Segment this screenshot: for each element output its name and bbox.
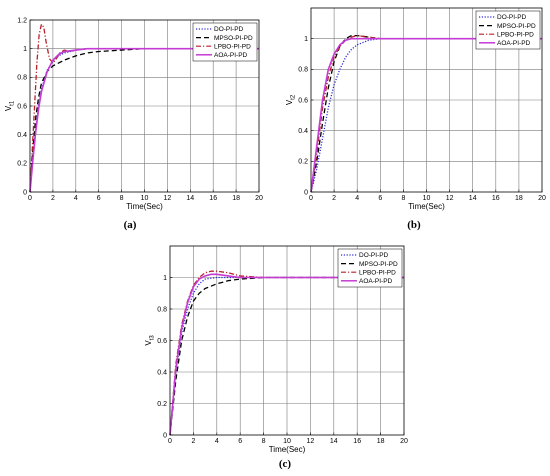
y-tick-label: 0.2 — [298, 159, 308, 166]
x-tick-label: 16 — [353, 438, 361, 445]
x-tick-label: 14 — [469, 195, 477, 202]
panel-caption: (a) — [124, 219, 137, 231]
y-axis-label: Vt3 — [144, 335, 156, 346]
x-tick-label: 4 — [74, 195, 78, 202]
y-tick-label: 1.2 — [17, 17, 27, 24]
legend-entry-2: MPSO-PI-PD — [359, 261, 398, 268]
x-tick-label: 4 — [215, 438, 219, 445]
x-tick-label: 0 — [168, 438, 172, 445]
y-tick-label: 0.4 — [17, 132, 27, 139]
x-tick-label: 12 — [164, 195, 172, 202]
legend-entry-2: MPSO-PI-PD — [497, 23, 536, 30]
x-tick-label: 8 — [262, 438, 266, 445]
x-tick-label: 10 — [141, 195, 149, 202]
x-tick-label: 12 — [446, 195, 454, 202]
y-tick-label: 0.6 — [17, 103, 27, 110]
y-tick-label: 0.4 — [157, 369, 167, 376]
y-tick-label: 0.2 — [157, 401, 167, 408]
legend-entry-2: MPSO-PI-PD — [214, 35, 253, 42]
chart-panel-1: 0 2 4 6 8 10 12 14 16 18 20 0 0.2 0.4 0.6 0.8 1 1.2 Time(S… — [4, 17, 263, 231]
panel-caption: (b) — [407, 219, 421, 231]
legend-entry-1: DO-PI-PD — [497, 14, 527, 21]
x-axis-label: Time(Sec) — [126, 202, 163, 211]
legend-entry-3: LPBO-PI-PD — [359, 269, 396, 276]
x-tick-label: 20 — [255, 195, 263, 202]
y-tick-label: 0.8 — [17, 75, 27, 82]
y-tick-label: 0 — [23, 189, 27, 196]
x-tick-label: 8 — [401, 195, 405, 202]
series-line-4 — [169, 273, 404, 436]
y-tick-label: 0.6 — [298, 97, 308, 104]
x-axis-label: Time(Sec) — [269, 445, 306, 454]
x-tick-label: 16 — [209, 195, 217, 202]
x-tick-label: 4 — [355, 195, 359, 202]
legend-entry-1: DO-PI-PD — [214, 26, 244, 33]
x-tick-label: 12 — [307, 438, 315, 445]
x-tick-label: 14 — [186, 195, 194, 202]
x-tick-label: 6 — [97, 195, 101, 202]
x-tick-label: 0 — [28, 195, 32, 202]
y-tick-label: 0.4 — [298, 128, 308, 135]
series-line-3 — [169, 270, 404, 436]
y-tick-label: 0.2 — [17, 161, 27, 168]
x-tick-label: 18 — [377, 438, 385, 445]
x-tick-label: 2 — [51, 195, 55, 202]
legend-entry-4: AOA-PI-PD — [497, 40, 531, 47]
y-tick-label: 0 — [304, 189, 308, 196]
series-line-4 — [310, 37, 542, 193]
y-tick-label: 1 — [163, 275, 167, 282]
x-tick-label: 10 — [283, 438, 291, 445]
chart-panel-2: 0 2 4 6 8 10 12 14 16 18 20 0 0.2 0.4 0.6 0.8 1 Time(Sec)… — [285, 7, 546, 231]
legend-entry-3: LPBO-PI-PD — [214, 43, 251, 50]
x-tick-label: 2 — [332, 195, 336, 202]
y-axis-label: Vt2 — [285, 94, 297, 105]
y-tick-label: 0.6 — [157, 338, 167, 345]
legend-entry-4: AOA-PI-PD — [214, 52, 248, 59]
y-tick-label: 1 — [23, 46, 27, 53]
y-tick-label: 0 — [163, 432, 167, 439]
legend-entry-3: LPBO-PI-PD — [497, 31, 534, 38]
legend-entry-1: DO-PI-PD — [359, 252, 389, 259]
chart-panel-3: 0 2 4 6 8 10 12 14 16 18 20 0 0.2 0.4 0.6 0.8 1 Time(Sec)… — [144, 245, 408, 470]
panel-caption: (c) — [279, 458, 292, 470]
legend-entry-4: AOA-PI-PD — [359, 278, 393, 285]
x-tick-label: 6 — [378, 195, 382, 202]
y-tick-label: 0.8 — [298, 67, 308, 74]
series-line-4 — [29, 47, 259, 193]
x-tick-label: 10 — [423, 195, 431, 202]
x-tick-label: 20 — [400, 438, 408, 445]
x-tick-label: 20 — [538, 195, 546, 202]
x-tick-label: 18 — [232, 195, 240, 202]
x-tick-label: 8 — [120, 195, 124, 202]
x-tick-label: 18 — [515, 195, 523, 202]
x-tick-label: 6 — [238, 438, 242, 445]
x-tick-label: 0 — [309, 195, 313, 202]
y-tick-label: 0.8 — [157, 306, 167, 313]
x-tick-label: 2 — [191, 438, 195, 445]
x-tick-label: 14 — [330, 438, 338, 445]
x-axis-label: Time(Sec) — [408, 202, 445, 211]
x-tick-label: 16 — [492, 195, 500, 202]
y-tick-label: 1 — [304, 36, 308, 43]
y-axis-label: Vt1 — [4, 100, 16, 111]
